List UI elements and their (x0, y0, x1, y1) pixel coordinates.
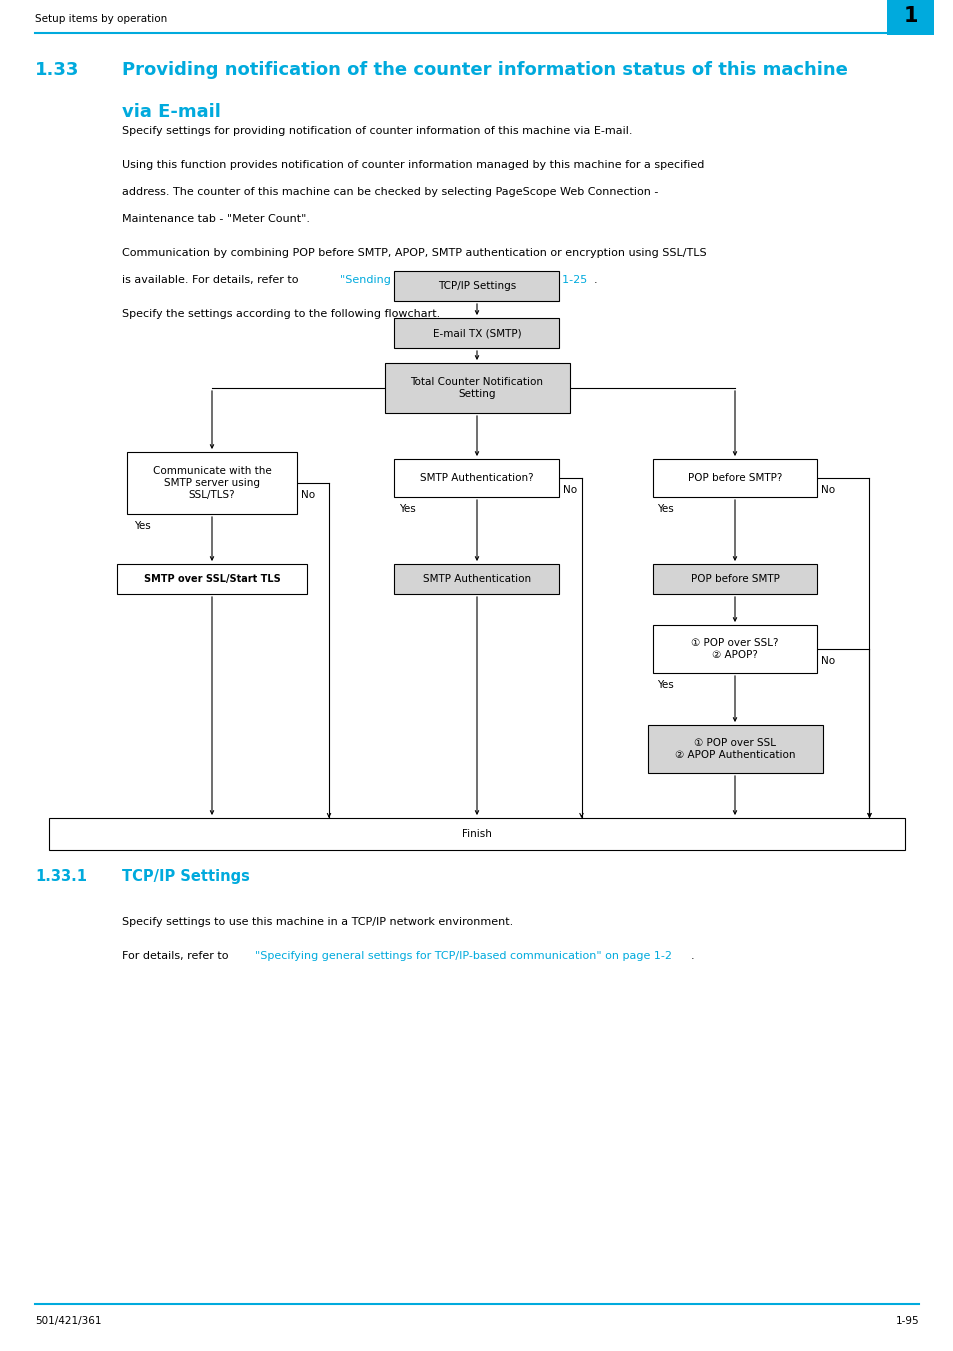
Text: .: . (594, 276, 597, 285)
FancyBboxPatch shape (395, 317, 558, 349)
Text: TCP/IP Settings: TCP/IP Settings (122, 869, 250, 884)
Text: No: No (301, 490, 314, 500)
Text: No: No (563, 485, 577, 494)
Text: Yes: Yes (657, 504, 674, 513)
FancyBboxPatch shape (886, 0, 933, 35)
Text: Yes: Yes (133, 521, 151, 531)
Text: Communicate with the
SMTP server using
SSL/TLS?: Communicate with the SMTP server using S… (152, 466, 271, 500)
Text: SMTP Authentication: SMTP Authentication (422, 574, 531, 584)
FancyBboxPatch shape (652, 563, 817, 594)
FancyBboxPatch shape (117, 563, 307, 594)
Text: is available. For details, refer to: is available. For details, refer to (122, 276, 302, 285)
FancyBboxPatch shape (647, 725, 821, 773)
Text: .: . (690, 951, 694, 961)
Text: E-mail TX (SMTP): E-mail TX (SMTP) (433, 328, 520, 338)
Text: Yes: Yes (399, 504, 416, 513)
FancyBboxPatch shape (652, 626, 817, 673)
Text: 1.33: 1.33 (35, 61, 79, 78)
Text: TCP/IP Settings: TCP/IP Settings (437, 281, 516, 290)
Text: Maintenance tab - "Meter Count".: Maintenance tab - "Meter Count". (122, 213, 310, 224)
Text: Using this function provides notification of counter information managed by this: Using this function provides notificatio… (122, 159, 703, 170)
Text: "Specifying general settings for TCP/IP-based communication" on page 1-2: "Specifying general settings for TCP/IP-… (254, 951, 672, 961)
Text: Specify settings to use this machine in a TCP/IP network environment.: Specify settings to use this machine in … (122, 917, 513, 927)
Text: ① POP over SSL?
② APOP?: ① POP over SSL? ② APOP? (691, 638, 778, 661)
Text: POP before SMTP?: POP before SMTP? (687, 473, 781, 484)
Text: Communication by combining POP before SMTP, APOP, SMTP authentication or encrypt: Communication by combining POP before SM… (122, 249, 706, 258)
Text: Total Counter Notification
Setting: Total Counter Notification Setting (410, 377, 543, 399)
Text: 501/421/361: 501/421/361 (35, 1316, 101, 1325)
Text: 1: 1 (902, 5, 917, 26)
Text: For details, refer to: For details, refer to (122, 951, 232, 961)
Text: ① POP over SSL
② APOP Authentication: ① POP over SSL ② APOP Authentication (674, 738, 795, 761)
FancyBboxPatch shape (127, 453, 296, 513)
Text: Finish: Finish (461, 830, 492, 839)
Text: "Sending scan data by E-mail" on page 1-25: "Sending scan data by E-mail" on page 1-… (339, 276, 586, 285)
Text: address. The counter of this machine can be checked by selecting PageScope Web C: address. The counter of this machine can… (122, 186, 658, 197)
FancyBboxPatch shape (384, 363, 569, 413)
Text: 1-95: 1-95 (895, 1316, 918, 1325)
Text: SMTP over SSL/Start TLS: SMTP over SSL/Start TLS (144, 574, 280, 584)
Text: via E-mail: via E-mail (122, 103, 221, 122)
Text: Specify the settings according to the following flowchart.: Specify the settings according to the fo… (122, 309, 439, 319)
Text: Specify settings for providing notification of counter information of this machi: Specify settings for providing notificat… (122, 126, 632, 136)
FancyBboxPatch shape (395, 272, 558, 301)
Text: Setup items by operation: Setup items by operation (35, 14, 167, 24)
Text: Yes: Yes (657, 680, 674, 690)
Text: Providing notification of the counter information status of this machine: Providing notification of the counter in… (122, 61, 847, 78)
Text: POP before SMTP: POP before SMTP (690, 574, 779, 584)
FancyBboxPatch shape (395, 563, 558, 594)
Text: 1.33.1: 1.33.1 (35, 869, 87, 884)
Text: No: No (821, 657, 835, 666)
FancyBboxPatch shape (652, 459, 817, 497)
FancyBboxPatch shape (395, 459, 558, 497)
FancyBboxPatch shape (50, 817, 903, 850)
Text: No: No (821, 485, 835, 494)
Text: SMTP Authentication?: SMTP Authentication? (419, 473, 534, 484)
